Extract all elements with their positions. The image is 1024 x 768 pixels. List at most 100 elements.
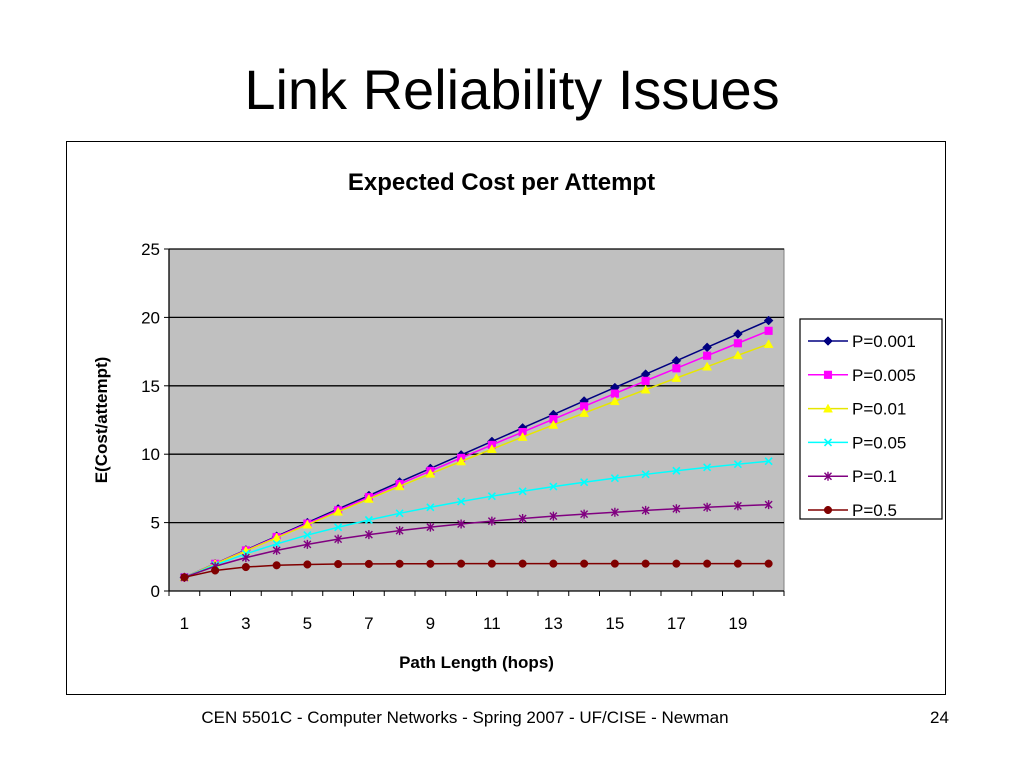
series-line — [184, 503, 769, 579]
series-P=0.01 — [179, 339, 774, 582]
data-point — [610, 474, 619, 483]
legend-marker — [824, 471, 832, 481]
data-point — [702, 361, 713, 371]
page-number: 24 — [930, 708, 949, 727]
data-point — [272, 539, 281, 549]
data-point — [241, 563, 250, 572]
data-point — [763, 315, 774, 326]
data-point — [671, 372, 682, 382]
chart-title: Expected Cost per Attempt — [348, 169, 655, 196]
data-point — [763, 339, 774, 348]
series-P=0.1 — [180, 500, 773, 582]
legend-entry: P=0.005 — [852, 366, 916, 385]
data-point — [333, 506, 344, 516]
plot-area — [168, 248, 785, 592]
data-point — [672, 364, 681, 373]
data-point — [518, 487, 527, 496]
slide-footer: CEN 5501C - Computer Networks - Spring 2… — [201, 708, 729, 727]
data-point — [733, 329, 743, 339]
data-point — [610, 507, 619, 517]
data-point — [518, 513, 527, 523]
data-point — [425, 468, 436, 478]
data-point — [672, 559, 681, 568]
series-P=0.5 — [180, 559, 773, 582]
data-point — [394, 481, 405, 491]
legend-marker — [823, 403, 833, 413]
data-point — [641, 376, 650, 385]
legend-entry: P=0.5 — [852, 501, 897, 520]
series-line — [184, 460, 769, 579]
legend-marker — [823, 438, 833, 447]
legend-box — [799, 318, 943, 520]
data-point — [180, 573, 189, 582]
data-point — [303, 539, 312, 549]
data-point — [395, 559, 404, 568]
data-point — [364, 515, 373, 525]
data-point — [271, 532, 282, 542]
data-point — [610, 559, 619, 568]
data-point — [549, 559, 558, 568]
data-point — [733, 501, 742, 511]
data-point — [733, 339, 742, 348]
data-point — [395, 509, 404, 518]
data-point — [764, 457, 773, 466]
x-tick-label: 15 — [605, 614, 624, 633]
data-point — [733, 460, 742, 469]
data-point — [303, 560, 312, 569]
x-tick-label: 7 — [364, 614, 373, 633]
data-point — [426, 559, 435, 568]
x-axis-label: Path Length (hops) — [399, 653, 554, 672]
x-tick-label: 9 — [426, 614, 435, 633]
data-point — [549, 511, 558, 521]
data-point — [579, 408, 590, 417]
legend-entry: P=0.05 — [852, 433, 906, 452]
data-point — [302, 519, 313, 529]
x-tick-label: 19 — [728, 614, 747, 633]
legend-entry: P=0.001 — [852, 332, 916, 351]
data-point — [580, 509, 589, 519]
data-point — [640, 384, 651, 394]
legend-marker — [823, 370, 833, 379]
x-tick-label: 17 — [667, 614, 686, 633]
data-point — [487, 516, 496, 526]
x-tick-label: 13 — [544, 614, 563, 633]
data-point — [518, 559, 527, 568]
y-tick-label: 10 — [141, 445, 160, 464]
series-line — [184, 562, 769, 579]
data-point — [426, 503, 435, 512]
legend-marker — [823, 505, 833, 515]
data-point — [487, 492, 496, 501]
data-point — [732, 350, 743, 360]
data-point — [395, 526, 404, 536]
data-point — [580, 478, 589, 487]
data-point — [641, 559, 650, 568]
data-point — [549, 482, 558, 491]
data-point — [764, 559, 773, 568]
data-point — [609, 396, 620, 406]
data-point — [364, 530, 373, 540]
data-point — [456, 456, 467, 466]
data-point — [211, 566, 220, 575]
data-point — [703, 351, 712, 360]
legend-marker — [823, 336, 833, 346]
x-tick-label: 5 — [303, 614, 312, 633]
data-point — [457, 559, 466, 568]
legend-entry: P=0.01 — [852, 400, 906, 419]
y-tick-label: 0 — [151, 582, 160, 601]
data-point — [486, 444, 497, 453]
data-point — [457, 519, 466, 529]
y-tick-label: 15 — [141, 377, 160, 396]
data-point — [426, 522, 435, 532]
data-point — [272, 561, 281, 570]
data-point — [334, 534, 343, 544]
data-point — [457, 497, 466, 506]
series-line — [184, 343, 769, 579]
data-point — [303, 530, 312, 540]
data-point — [672, 466, 681, 475]
data-point — [548, 419, 559, 429]
data-point — [672, 504, 681, 514]
data-point — [364, 559, 373, 568]
data-point — [703, 559, 712, 568]
x-tick-label: 11 — [483, 614, 501, 633]
